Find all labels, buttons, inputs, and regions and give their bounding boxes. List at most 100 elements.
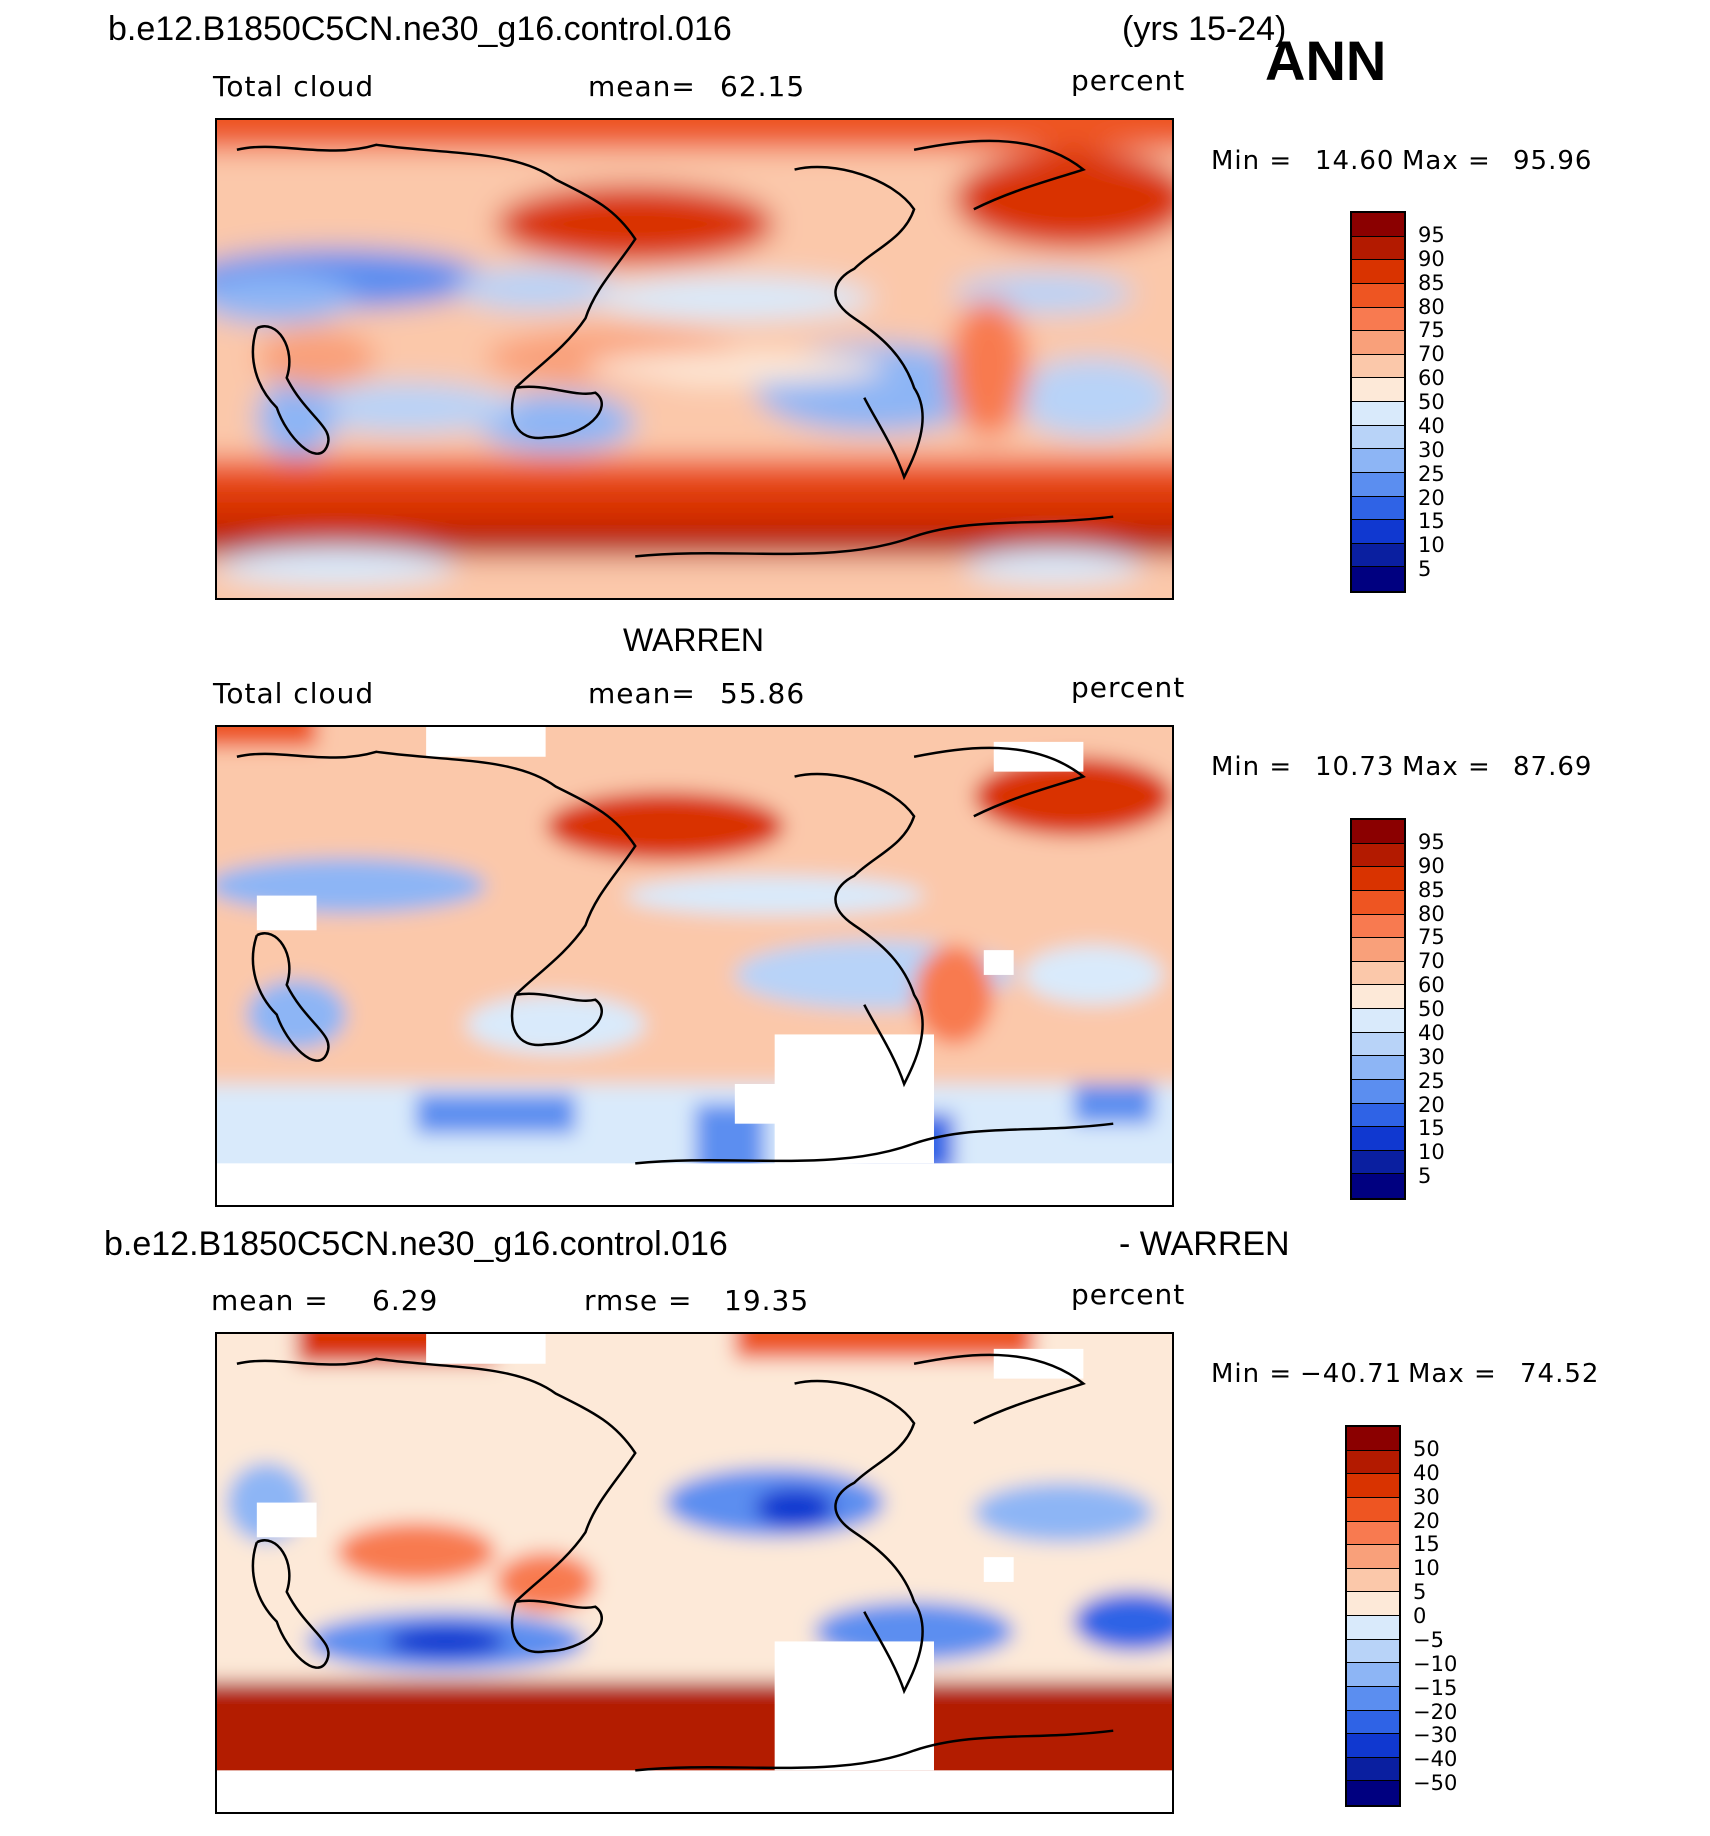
colorbar-swatch — [1352, 449, 1404, 473]
panel2-coastlines — [236, 746, 1114, 1165]
colorbar-tick-label: 15 — [1413, 1532, 1440, 1557]
case-title: b.e12.B1850C5CN.ne30_g16.control.016 — [108, 10, 732, 48]
colorbar-tick-label: 10 — [1418, 533, 1445, 558]
panel3-max-label: Max = — [1408, 1359, 1497, 1389]
colorbar-swatch — [1347, 1757, 1399, 1782]
colorbar-tick-label: 25 — [1418, 1068, 1445, 1093]
colorbar-tick-label: 20 — [1418, 485, 1445, 510]
panel3-min-value: −40.71 — [1300, 1359, 1403, 1389]
colorbar-tick-label: 80 — [1418, 901, 1445, 926]
panel2-units: percent — [1071, 671, 1186, 704]
colorbar-swatch — [1347, 1616, 1399, 1640]
panel3-mean-label: mean = — [211, 1284, 329, 1317]
panel1-min-label: Min = — [1211, 146, 1293, 176]
panel2-min-label: Min = — [1211, 752, 1293, 782]
season-label: ANN — [1265, 29, 1387, 92]
colorbar-tick-label: 20 — [1413, 1508, 1440, 1533]
colorbar-swatch — [1352, 213, 1404, 237]
colorbar-swatch — [1347, 1568, 1399, 1593]
panel2-missing-data — [217, 727, 1172, 1205]
colorbar-swatch — [1347, 1474, 1399, 1498]
colorbar-tick-label: 70 — [1418, 949, 1445, 974]
colorbar-tick-label: 95 — [1418, 829, 1445, 854]
panel3-min-label: Min = — [1211, 1359, 1293, 1389]
colorbar-tick-label: 40 — [1418, 413, 1445, 438]
colorbar-swatch — [1347, 1663, 1399, 1687]
colorbar-tick-label: −15 — [1413, 1675, 1458, 1700]
colorbar-swatch — [1352, 867, 1404, 891]
colorbar-tick-label: 75 — [1418, 318, 1445, 343]
colorbar-tick-label: 40 — [1413, 1460, 1440, 1485]
colorbar-swatch — [1352, 1174, 1404, 1198]
colorbar-tick-label: 90 — [1418, 853, 1445, 878]
panel2-colorbar — [1350, 818, 1406, 1200]
colorbar-swatch — [1347, 1781, 1399, 1805]
panel3-rmse-value: 19.35 — [724, 1284, 810, 1317]
panel2-max-label: Max = — [1402, 752, 1491, 782]
colorbar-swatch — [1352, 331, 1404, 355]
colorbar-swatch — [1352, 354, 1404, 379]
colorbar-swatch — [1352, 567, 1404, 591]
colorbar-swatch — [1352, 402, 1404, 426]
colorbar-swatch — [1352, 496, 1404, 521]
panel2-title: WARREN — [623, 622, 765, 658]
colorbar-swatch — [1352, 1079, 1404, 1104]
colorbar-swatch — [1352, 890, 1404, 915]
panel2-variable: Total cloud — [213, 677, 375, 710]
colorbar-tick-label: 60 — [1418, 973, 1445, 998]
panel1-coastlines — [236, 139, 1114, 558]
colorbar-swatch — [1347, 1427, 1399, 1451]
colorbar-swatch — [1352, 1150, 1404, 1175]
colorbar-tick-label: 5 — [1418, 557, 1432, 582]
colorbar-swatch — [1347, 1592, 1399, 1616]
colorbar-swatch — [1347, 1497, 1399, 1522]
panel3-colorbar — [1345, 1425, 1401, 1807]
panel1-max-value: 95.96 — [1513, 146, 1593, 176]
colorbar-swatch — [1347, 1710, 1399, 1735]
colorbar-swatch — [1352, 938, 1404, 962]
panel1-variable: Total cloud — [213, 70, 375, 103]
colorbar-tick-label: 95 — [1418, 222, 1445, 247]
colorbar-tick-label: −20 — [1413, 1699, 1458, 1724]
years-label: (yrs 15-24) — [1122, 10, 1287, 48]
colorbar-tick-label: −5 — [1413, 1627, 1444, 1652]
colorbar-swatch — [1352, 843, 1404, 868]
panel3-max-value: 74.52 — [1520, 1359, 1600, 1389]
colorbar-tick-label: −50 — [1413, 1771, 1458, 1796]
colorbar-tick-label: 0 — [1413, 1604, 1427, 1628]
colorbar-tick-label: 25 — [1418, 461, 1445, 486]
colorbar-swatch — [1352, 914, 1404, 939]
colorbar-swatch — [1347, 1545, 1399, 1569]
panel1-mean-label: mean= — [588, 70, 696, 103]
colorbar-tick-label: 10 — [1418, 1140, 1445, 1165]
colorbar-swatch — [1352, 307, 1404, 332]
colorbar-swatch — [1352, 425, 1404, 450]
panel3-coastlines — [236, 1353, 1114, 1772]
colorbar-swatch — [1347, 1521, 1399, 1546]
panel3-rmse-label: rmse = — [584, 1284, 693, 1317]
panel1-map-svg — [217, 120, 1172, 598]
panel1-map — [215, 118, 1174, 600]
colorbar-tick-label: 30 — [1413, 1484, 1440, 1509]
colorbar-tick-label: 5 — [1418, 1164, 1432, 1189]
colorbar-swatch — [1352, 283, 1404, 308]
colorbar-swatch — [1352, 236, 1404, 261]
colorbar-swatch — [1347, 1639, 1399, 1664]
colorbar-swatch — [1352, 260, 1404, 284]
panel1-mean-value: 62.15 — [720, 70, 806, 103]
colorbar-swatch — [1352, 1056, 1404, 1080]
colorbar-swatch — [1347, 1450, 1399, 1475]
panel2-map — [215, 725, 1174, 1207]
panel2-max-value: 87.69 — [1513, 752, 1593, 782]
colorbar-tick-label: −30 — [1413, 1723, 1458, 1748]
colorbar-tick-label: 20 — [1418, 1092, 1445, 1117]
panel3-map-svg — [217, 1334, 1172, 1812]
panel3-map — [215, 1332, 1174, 1814]
colorbar-swatch — [1352, 1127, 1404, 1151]
colorbar-swatch — [1352, 520, 1404, 544]
colorbar-tick-label: 50 — [1418, 390, 1445, 414]
colorbar-tick-label: 90 — [1418, 246, 1445, 271]
panel2-min-value: 10.73 — [1315, 752, 1395, 782]
panel3-title-left: b.e12.B1850C5CN.ne30_g16.control.016 — [104, 1225, 728, 1263]
colorbar-tick-label: 30 — [1418, 437, 1445, 462]
